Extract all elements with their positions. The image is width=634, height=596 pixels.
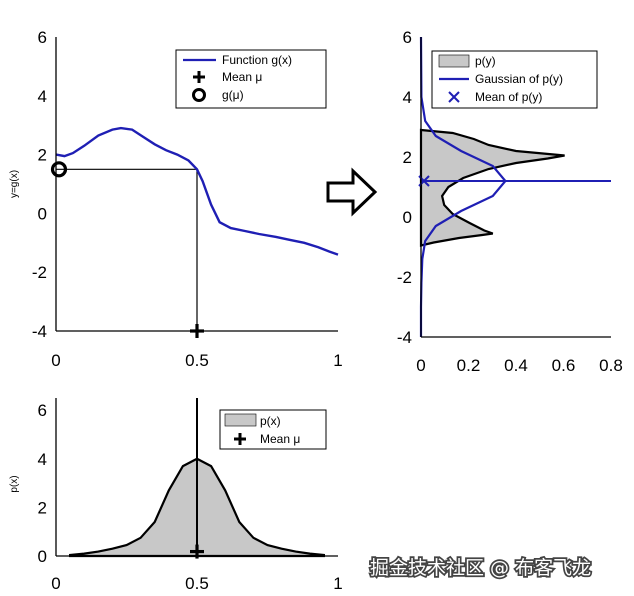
y-tick-label: -2 [32, 263, 47, 282]
legend-swatch-icon [438, 54, 470, 68]
legend-label: Mean of p(y) [475, 90, 542, 104]
y-tick-label: 2 [403, 148, 412, 167]
arrow-right-icon [326, 167, 378, 217]
x-tick-label: 0.5 [185, 351, 209, 370]
x-tick-label: 0 [51, 574, 60, 593]
x-tick-label: 0 [416, 356, 425, 375]
top-left-plot: 0 0.5 1 -4 -2 0 2 4 6 y=g(x) Function g(x) Mean … [9, 28, 343, 370]
g-mu-marker [50, 161, 68, 178]
y-tick-label: 6 [403, 28, 412, 47]
x-tick-label: 0.4 [504, 356, 528, 375]
y-tick-label: 2 [38, 146, 47, 165]
legend-label: Function g(x) [222, 53, 292, 67]
density-area [419, 128, 565, 247]
legend-swatch-icon [224, 413, 257, 427]
legend: p(y) Gaussian of p(y) Mean of p(y) [431, 50, 598, 109]
legend-label: Gaussian of p(y) [475, 72, 563, 86]
watermark-text: 掘金技术社区 @ 布客飞龙 [370, 557, 591, 579]
y-tick-label: -4 [32, 322, 47, 341]
y-tick-label: 2 [38, 498, 47, 517]
x-marker-icon [448, 91, 460, 103]
y-tick-label: 0 [403, 208, 412, 227]
x-tick-label: 0.2 [457, 356, 481, 375]
x-tick-label: 0.6 [552, 356, 576, 375]
plus-marker-icon [193, 71, 205, 83]
circle-marker-icon [192, 88, 206, 102]
guide-lines [56, 168, 198, 331]
legend-label: g(μ) [222, 88, 244, 102]
y-tick-label: 4 [403, 88, 412, 107]
x-tick-label: 0.8 [599, 356, 623, 375]
x-tick-label: 0.5 [185, 574, 209, 593]
legend-label: p(x) [260, 414, 281, 428]
legend: Function g(x) Mean μ g(μ) [175, 49, 327, 109]
y-tick-label: 0 [38, 204, 47, 223]
y-tick-label: 6 [38, 28, 47, 47]
function-curve [55, 126, 339, 256]
y-tick-label: -2 [397, 268, 412, 287]
y-tick-label: 4 [38, 450, 47, 469]
y-tick-label: 6 [38, 401, 47, 420]
y-axis-label: p(x) [9, 475, 20, 492]
x-tick-label: 1 [333, 351, 342, 370]
x-tick-label: 0 [51, 351, 60, 370]
top-right-plot: 0 0.2 0.4 0.6 0.8 -4 -2 0 2 4 6 p(y) Gaussian of p… [397, 28, 623, 375]
y-tick-label: 0 [38, 547, 47, 566]
legend-label: Mean μ [260, 432, 300, 446]
bottom-left-plot: 0 0.5 1 0 2 4 6 p(x) p(x) Mean μ [9, 398, 343, 593]
y-axis-label: y=g(x) [9, 170, 20, 198]
legend-label: p(y) [475, 54, 496, 68]
y-tick-label: -4 [397, 328, 412, 347]
y-tick-label: 4 [38, 87, 47, 106]
legend-label: Mean μ [222, 70, 262, 84]
gaussian-curve [419, 36, 507, 337]
plus-marker-icon [234, 433, 246, 445]
x-tick-label: 1 [333, 574, 342, 593]
legend: p(x) Mean μ [219, 409, 327, 450]
